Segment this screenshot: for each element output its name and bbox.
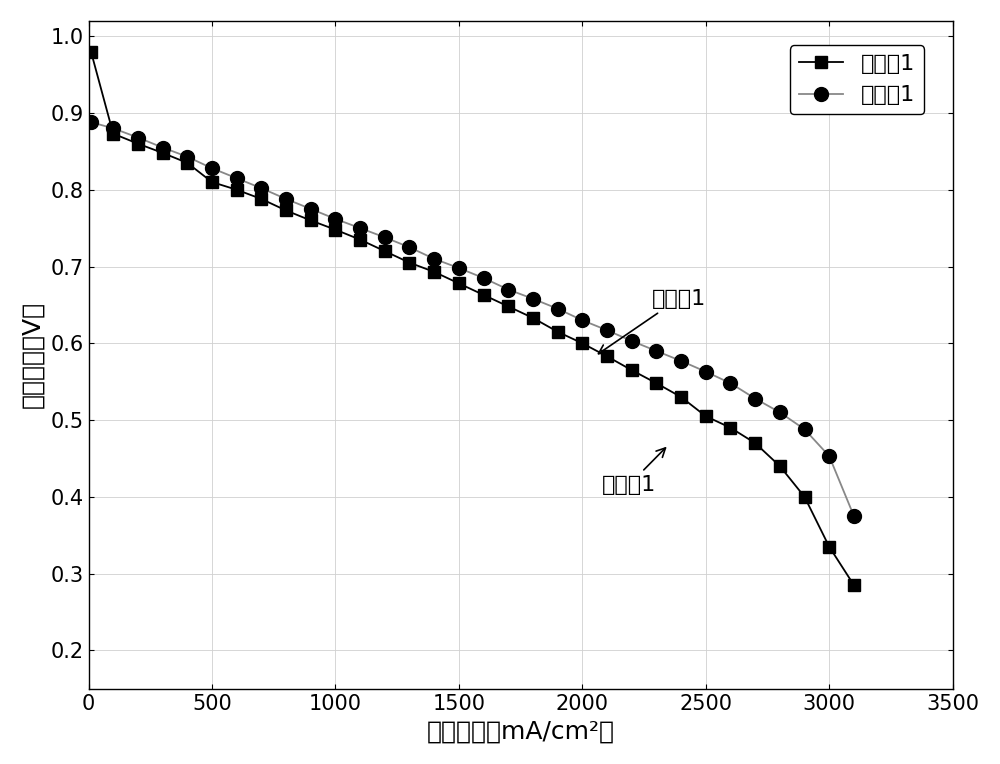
比较例1: [181, 158, 193, 167]
比较例1: [107, 129, 119, 138]
实施例1: [107, 124, 119, 133]
实施例1: [157, 143, 169, 152]
比较例1: [329, 225, 341, 235]
比较例1: [354, 235, 366, 244]
实施例1: [478, 274, 490, 283]
比较例1: [403, 258, 415, 267]
实施例1: [132, 133, 144, 142]
比较例1: [157, 148, 169, 157]
比较例1: [206, 177, 218, 186]
实施例1: [823, 452, 835, 461]
比较例1: [724, 423, 736, 432]
实施例1: [379, 233, 391, 242]
实施例1: [280, 194, 292, 203]
实施例1: [181, 152, 193, 161]
实施例1: [675, 356, 687, 365]
Text: 实施例1: 实施例1: [598, 289, 706, 354]
实施例1: [231, 173, 243, 183]
比较例1: [552, 327, 564, 336]
比较例1: [85, 47, 97, 56]
实施例1: [552, 304, 564, 313]
比较例1: [478, 290, 490, 299]
实施例1: [354, 224, 366, 233]
实施例1: [774, 408, 786, 417]
比较例1: [799, 492, 811, 501]
比较例1: [428, 267, 440, 277]
实施例1: [453, 264, 465, 273]
比较例1: [305, 216, 317, 225]
实施例1: [329, 215, 341, 224]
比较例1: [848, 581, 860, 590]
比较例1: [231, 185, 243, 194]
比较例1: [823, 542, 835, 552]
比较例1: [774, 461, 786, 471]
比较例1: [576, 338, 588, 348]
实施例1: [576, 316, 588, 325]
比较例1: [132, 139, 144, 148]
实施例1: [700, 367, 712, 376]
比较例1: [626, 365, 638, 374]
比较例1: [700, 412, 712, 421]
比较例1: [280, 206, 292, 215]
比较例1: [453, 279, 465, 288]
实施例1: [650, 346, 662, 355]
比较例1: [749, 439, 761, 448]
实施例1: [799, 425, 811, 434]
比较例1: [650, 379, 662, 388]
比较例1: [379, 247, 391, 256]
实施例1: [255, 183, 267, 193]
实施例1: [724, 379, 736, 388]
实施例1: [601, 325, 613, 335]
Line: 实施例1: 实施例1: [84, 115, 861, 523]
比较例1: [601, 351, 613, 361]
比较例1: [675, 393, 687, 402]
实施例1: [749, 394, 761, 403]
实施例1: [305, 204, 317, 213]
实施例1: [428, 254, 440, 264]
Legend: 比较例1, 实施例1: 比较例1, 实施例1: [790, 45, 924, 114]
比较例1: [502, 302, 514, 311]
比较例1: [527, 313, 539, 322]
实施例1: [206, 163, 218, 173]
X-axis label: 电流密度（mA/cm²）: 电流密度（mA/cm²）: [427, 719, 615, 743]
实施例1: [85, 118, 97, 127]
实施例1: [527, 294, 539, 303]
比较例1: [255, 194, 267, 203]
Text: 比较例1: 比较例1: [602, 448, 665, 494]
实施例1: [626, 336, 638, 345]
实施例1: [403, 243, 415, 252]
实施例1: [502, 285, 514, 294]
Line: 比较例1: 比较例1: [85, 46, 859, 591]
Y-axis label: 电池电压（V）: 电池电压（V）: [21, 301, 45, 408]
实施例1: [848, 511, 860, 520]
